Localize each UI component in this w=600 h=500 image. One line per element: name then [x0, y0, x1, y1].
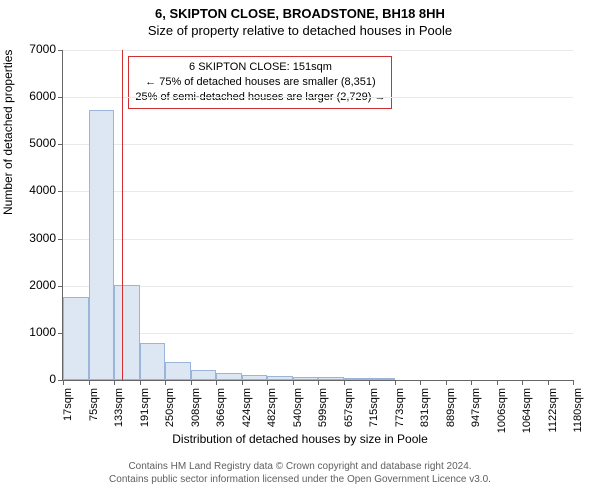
x-tick-label: 250sqm [164, 388, 176, 438]
x-tick-mark [216, 380, 217, 385]
x-tick-label: 1122sqm [547, 388, 559, 438]
x-tick-mark [318, 380, 319, 385]
x-tick-label: 1180sqm [572, 388, 584, 438]
grid-line [63, 50, 573, 51]
histogram-bar [165, 362, 191, 380]
x-tick-mark [191, 380, 192, 385]
grid-line [63, 144, 573, 145]
x-tick-mark [89, 380, 90, 385]
x-tick-label: 191sqm [139, 388, 151, 438]
y-tick-label: 2000 [8, 278, 56, 292]
x-tick-label: 17sqm [62, 388, 74, 438]
chart-title-sub: Size of property relative to detached ho… [0, 21, 600, 38]
x-tick-label: 75sqm [88, 388, 100, 438]
histogram-bar [140, 343, 166, 380]
y-tick-label: 3000 [8, 231, 56, 245]
footer-line-2: Contains public sector information licen… [0, 473, 600, 486]
grid-line [63, 333, 573, 334]
x-tick-label: 308sqm [190, 388, 202, 438]
y-tick-label: 4000 [8, 183, 56, 197]
x-tick-mark [242, 380, 243, 385]
x-tick-mark [497, 380, 498, 385]
x-tick-label: 133sqm [113, 388, 125, 438]
x-tick-mark [344, 380, 345, 385]
y-tick-mark [58, 191, 63, 192]
grid-line [63, 97, 573, 98]
x-tick-mark [548, 380, 549, 385]
histogram-bar [318, 377, 344, 380]
chart-footer: Contains HM Land Registry data © Crown c… [0, 460, 600, 486]
footer-line-1: Contains HM Land Registry data © Crown c… [0, 460, 600, 473]
x-tick-mark [293, 380, 294, 385]
grid-line [63, 286, 573, 287]
x-tick-label: 715sqm [368, 388, 380, 438]
x-tick-mark [114, 380, 115, 385]
x-tick-label: 540sqm [292, 388, 304, 438]
histogram-bar [89, 110, 115, 380]
y-tick-label: 7000 [8, 42, 56, 56]
x-tick-mark [165, 380, 166, 385]
x-tick-mark [446, 380, 447, 385]
y-tick-label: 6000 [8, 89, 56, 103]
x-tick-label: 831sqm [419, 388, 431, 438]
y-tick-mark [58, 50, 63, 51]
histogram-bar [114, 285, 140, 380]
x-tick-mark [395, 380, 396, 385]
histogram-bar [344, 378, 370, 380]
histogram-bar [293, 377, 319, 380]
info-line-1: 6 SKIPTON CLOSE: 151sqm [135, 60, 385, 75]
chart-plot-area: 6 SKIPTON CLOSE: 151sqm ← 75% of detache… [62, 50, 573, 381]
x-tick-mark [471, 380, 472, 385]
y-tick-mark [58, 239, 63, 240]
y-tick-label: 0 [8, 372, 56, 386]
x-tick-label: 889sqm [445, 388, 457, 438]
histogram-bar [267, 376, 293, 380]
y-tick-mark [58, 97, 63, 98]
y-tick-mark [58, 286, 63, 287]
x-tick-mark [63, 380, 64, 385]
histogram-bar [216, 373, 242, 380]
grid-line [63, 239, 573, 240]
reference-info-box: 6 SKIPTON CLOSE: 151sqm ← 75% of detache… [128, 56, 392, 109]
x-tick-mark [420, 380, 421, 385]
y-tick-label: 5000 [8, 136, 56, 150]
x-tick-label: 599sqm [317, 388, 329, 438]
x-tick-label: 947sqm [470, 388, 482, 438]
x-tick-mark [522, 380, 523, 385]
x-tick-mark [140, 380, 141, 385]
grid-line [63, 191, 573, 192]
histogram-bar [191, 370, 217, 380]
x-tick-mark [267, 380, 268, 385]
chart-title-main: 6, SKIPTON CLOSE, BROADSTONE, BH18 8HH [0, 0, 600, 21]
y-tick-mark [58, 144, 63, 145]
histogram-bar [242, 375, 268, 380]
x-tick-mark [573, 380, 574, 385]
x-tick-label: 424sqm [241, 388, 253, 438]
x-tick-mark [369, 380, 370, 385]
x-tick-label: 773sqm [394, 388, 406, 438]
histogram-bar [369, 378, 395, 380]
histogram-bar [63, 297, 89, 380]
x-tick-label: 1064sqm [521, 388, 533, 438]
x-tick-label: 482sqm [266, 388, 278, 438]
reference-line [122, 50, 123, 380]
info-line-2: ← 75% of detached houses are smaller (8,… [135, 75, 385, 90]
x-tick-label: 1006sqm [496, 388, 508, 438]
x-tick-label: 366sqm [215, 388, 227, 438]
x-tick-label: 657sqm [343, 388, 355, 438]
y-tick-label: 1000 [8, 325, 56, 339]
